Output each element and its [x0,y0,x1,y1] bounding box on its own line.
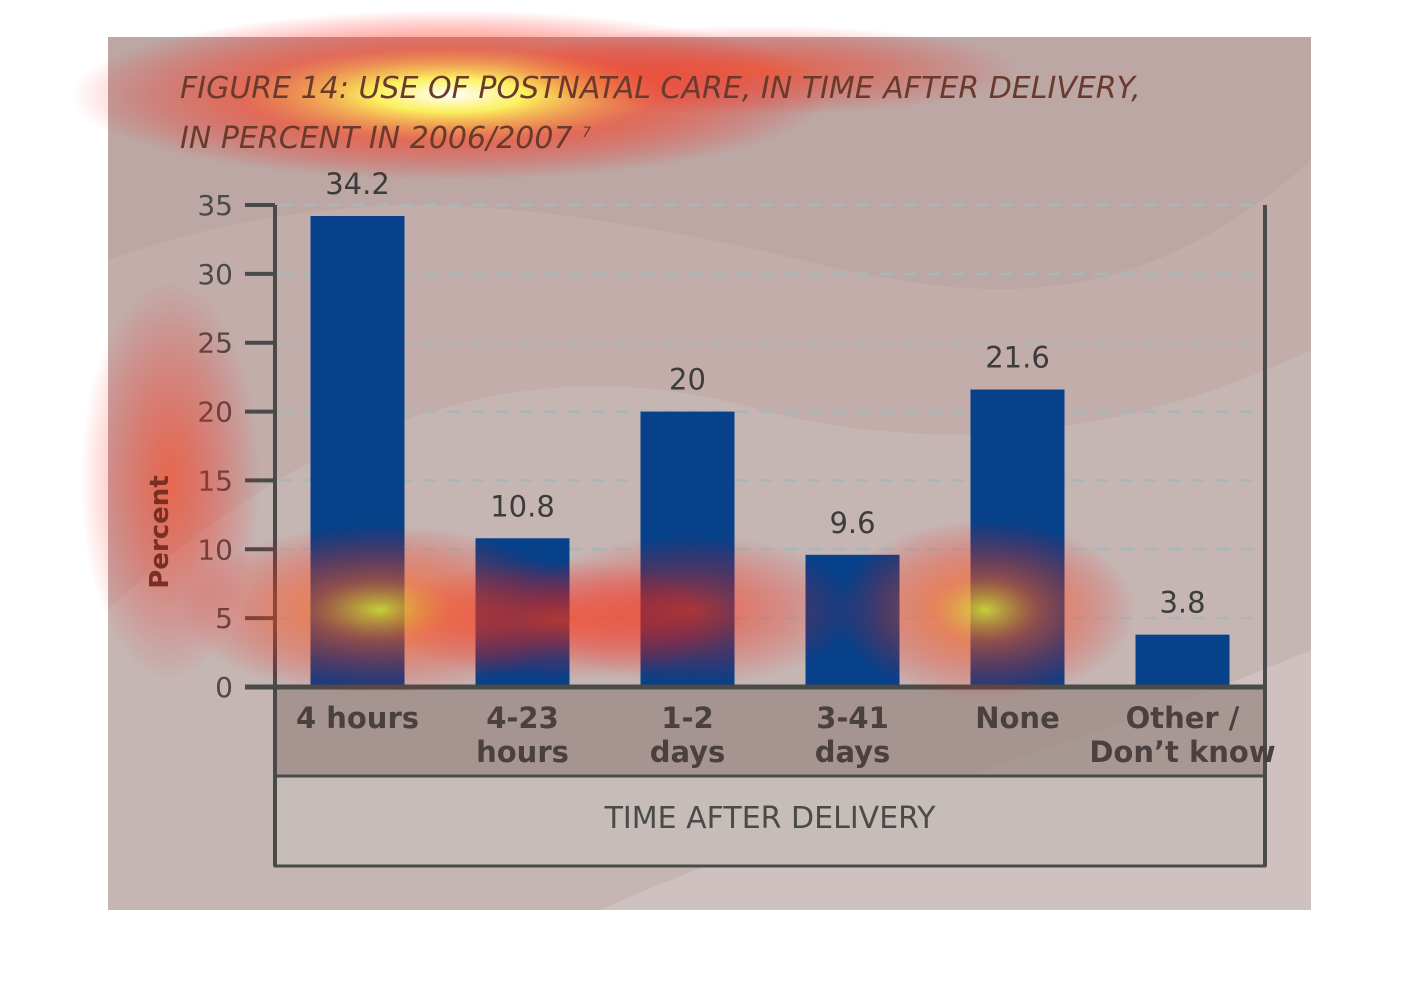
y-tick-label: 35 [197,189,233,222]
category-label: Don’t know [1089,735,1275,769]
data-label: 20 [669,363,706,397]
category-label: 4-23 [486,701,559,735]
category-label: days [650,735,726,769]
bar-5 [1135,634,1230,687]
figure-title-line2: IN PERCENT IN 2006/2007 7 [180,114,1290,164]
figure-title-line2-text: IN PERCENT IN 2006/2007 [180,121,573,156]
category-label: 1-2 [661,701,713,735]
x-axis-label: TIME AFTER DELIVERY [604,801,936,836]
figure-title-superscript: 7 [582,125,592,141]
category-label: Other / [1126,701,1240,735]
category-label: days [815,735,891,769]
data-label: 21.6 [985,341,1050,375]
y-tick-label: 0 [215,671,233,704]
y-axis-label: Percent [145,475,175,589]
data-label: 9.6 [829,506,875,540]
data-label: 10.8 [490,489,555,523]
category-label: 3-41 [816,701,889,735]
figure-title: FIGURE 14: USE OF POSTNATAL CARE, IN TIM… [180,64,1290,164]
category-band [275,687,1265,776]
data-label: 3.8 [1159,586,1205,620]
category-label: None [975,701,1060,735]
category-label: hours [476,735,569,769]
category-label: 4 hours [296,701,419,735]
y-tick-label: 30 [197,258,233,291]
heatmap-overlay [70,10,1135,700]
figure-title-line1: FIGURE 14: USE OF POSTNATAL CARE, IN TIM… [180,71,1141,106]
